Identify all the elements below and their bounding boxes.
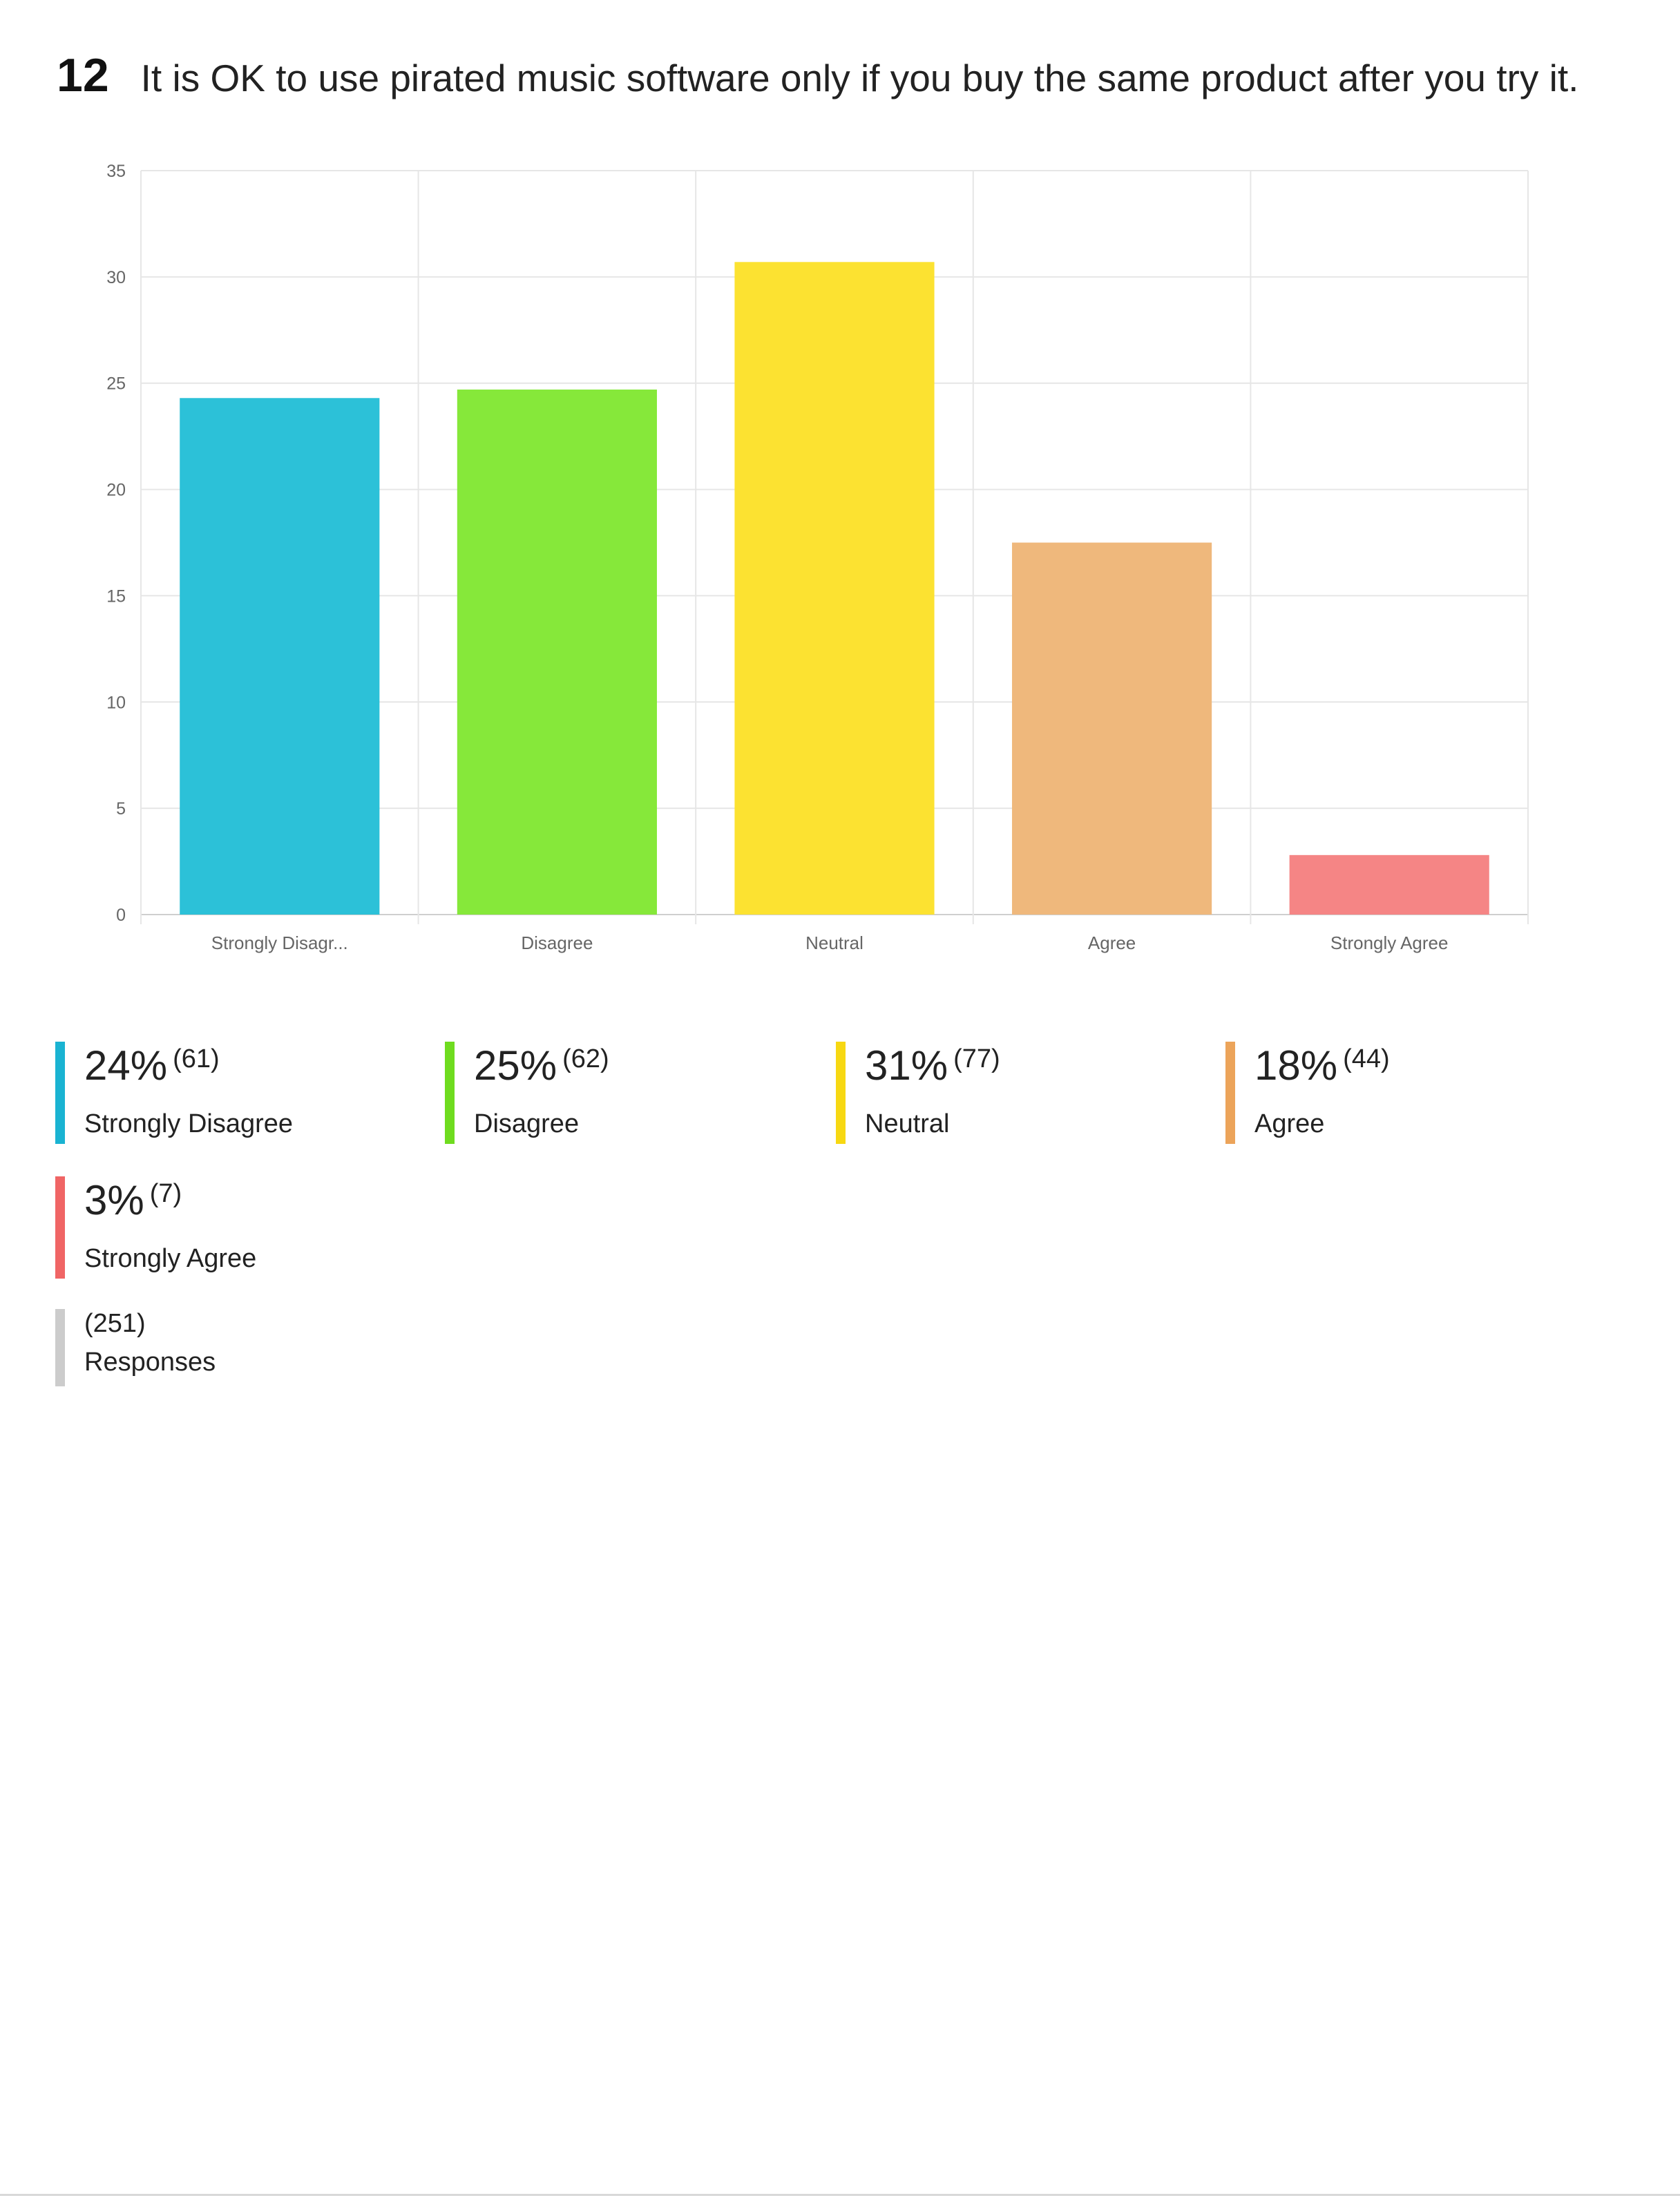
y-tick-label: 5 [116,799,126,819]
y-tick-label: 35 [106,162,126,181]
y-tick-label: 25 [106,374,126,394]
question-text: It is OK to use pirated music software o… [140,57,1579,99]
legend-percent: 25% (62) [474,1042,609,1089]
x-tick-label: Agree [1088,933,1136,953]
legend-count: (61) [173,1044,220,1073]
legend-count: (44) [1343,1044,1390,1073]
legend-label: Neutral [865,1109,950,1138]
bar [1012,542,1212,915]
legend-color-bar [836,1042,846,1144]
question-number: 12 [57,49,109,102]
legend-color-bar [55,1042,65,1144]
legend-percent: 3% (7) [84,1177,182,1223]
x-tick-label: Strongly Disagr... [211,933,348,953]
y-tick-label: 10 [106,693,126,712]
legend-label: Agree [1254,1109,1325,1138]
legend-percent: 24% (61) [84,1042,220,1089]
bar [180,398,380,915]
bar [734,262,935,915]
legend-label: Disagree [474,1109,580,1138]
legend-color-bar [445,1042,455,1144]
legend-count: (62) [562,1044,609,1073]
legend-count: (77) [953,1044,1000,1073]
y-tick-label: 15 [106,586,126,606]
page-bottom-rule [0,2194,1680,2196]
responses-color-bar [55,1309,65,1386]
legend-label: Strongly Disagree [84,1109,294,1138]
bar-chart: 0 5 10 15 20 25 30 35 Strongly Disagr... Disagree… [106,162,1529,953]
legend-count: (7) [149,1179,182,1208]
legend-color-bar [1225,1042,1235,1144]
bar [457,389,657,915]
x-tick-label: Strongly Agree [1330,933,1449,953]
legend-label: Strongly Agree [84,1244,257,1273]
y-tick-label: 0 [116,906,126,925]
legend-color-bar [55,1176,65,1279]
question-header: 12 It is OK to use pirated music softwar… [57,48,1578,102]
legend-percent: 31% (77) [865,1042,1000,1089]
y-tick-label: 20 [106,481,126,500]
y-tick-label: 30 [106,268,126,287]
responses-count: (251) [84,1309,146,1338]
x-tick-label: Disagree [521,933,593,953]
x-tick-label: Neutral [805,933,863,953]
responses-label: Responses [84,1348,216,1377]
bar [1289,854,1489,915]
legend-percent: 18% (44) [1254,1042,1390,1089]
